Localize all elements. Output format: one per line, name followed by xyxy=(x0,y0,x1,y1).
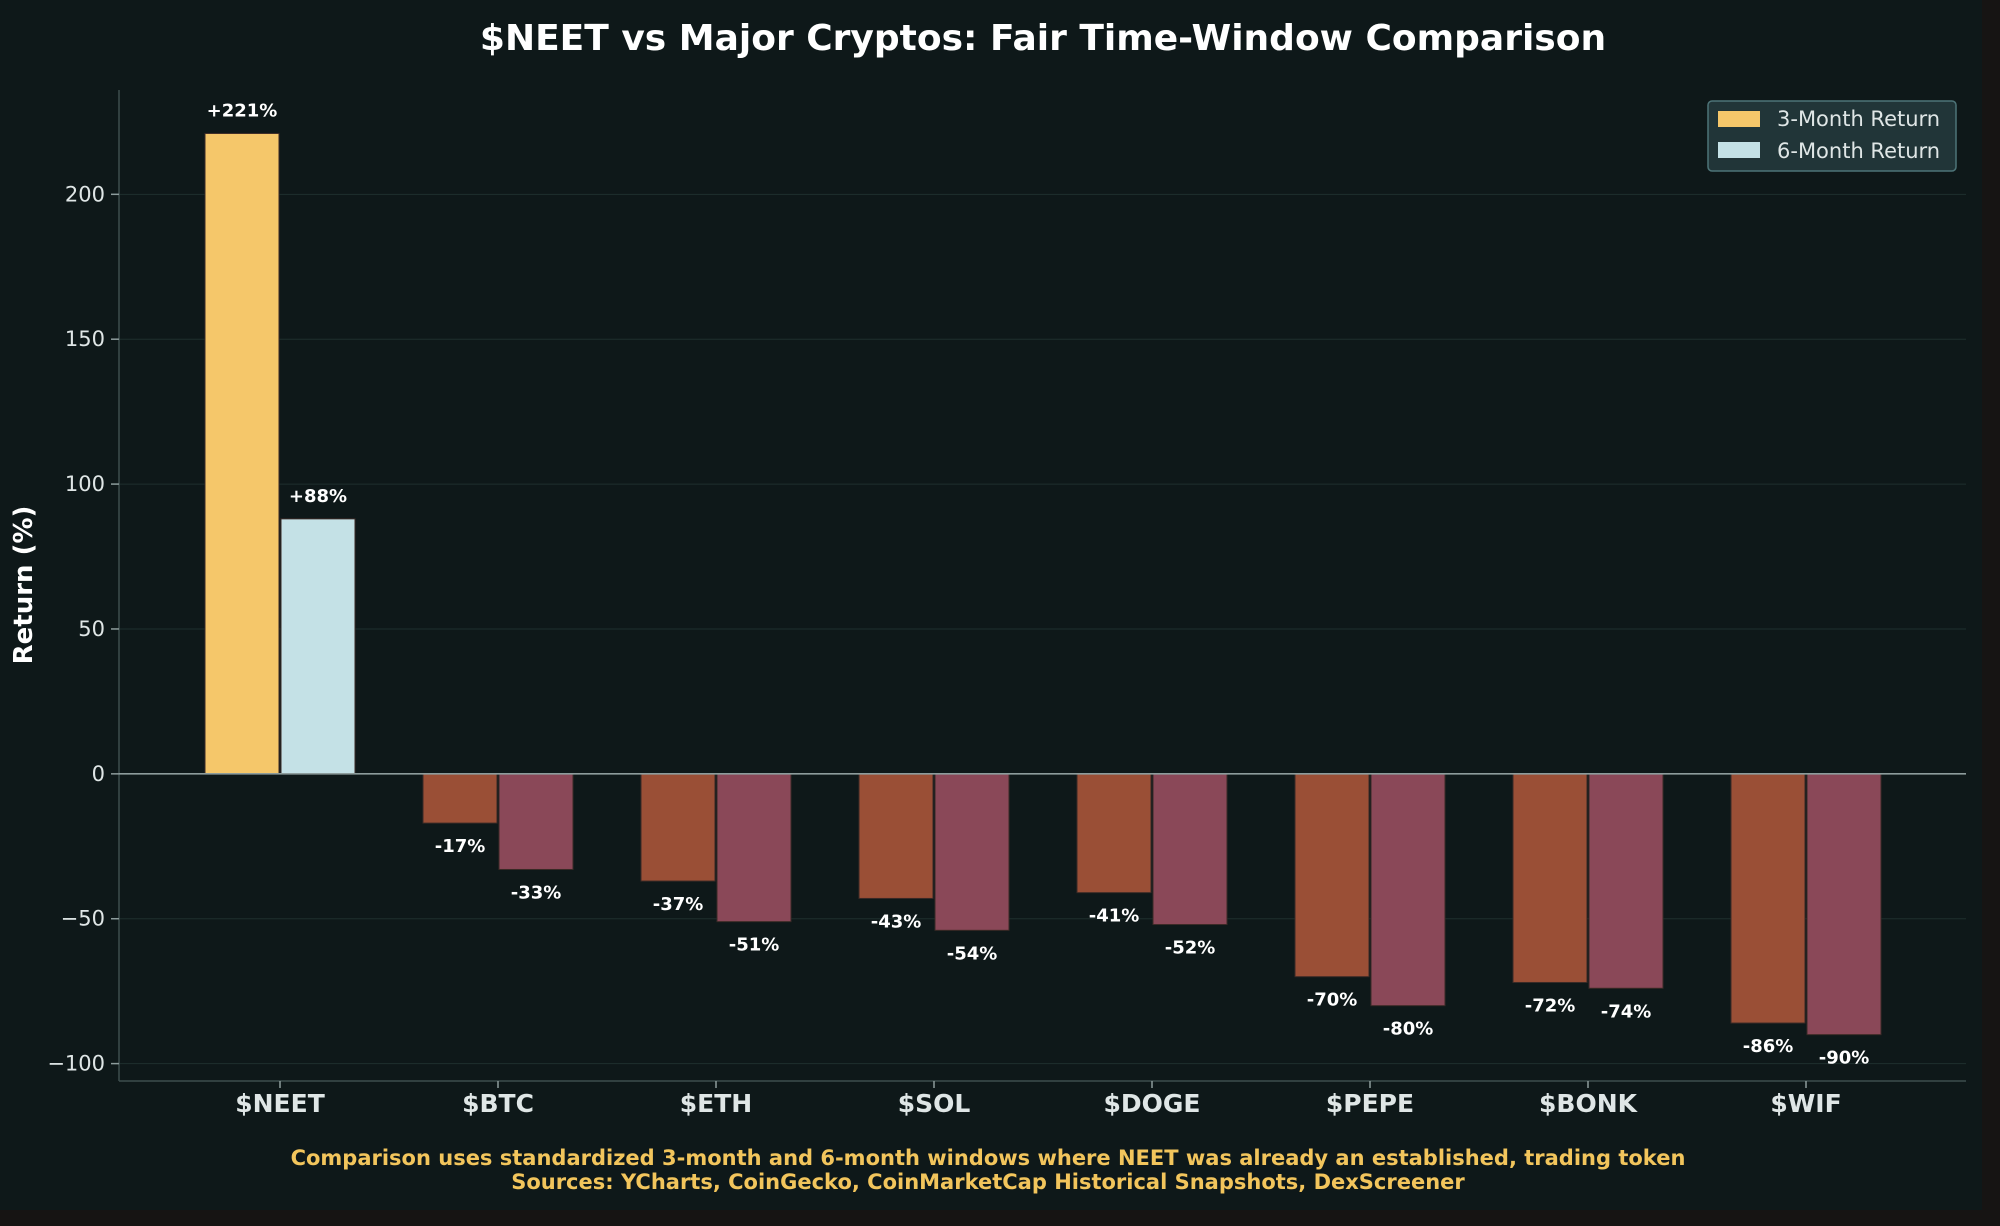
bar-6m-neet xyxy=(280,518,356,775)
bar-6m-doge xyxy=(1152,773,1228,926)
legend-label-6-month: 6-Month Return xyxy=(1777,139,1940,163)
y-tick-label: 150 xyxy=(65,327,105,351)
bar-3m-eth xyxy=(640,773,716,882)
axes xyxy=(118,90,1966,1082)
bar-6m-btc xyxy=(498,773,574,870)
x-tick-label: $ETH xyxy=(680,1089,752,1118)
bar-3m-pepe xyxy=(1294,773,1370,978)
bar-3m-wif xyxy=(1730,773,1806,1024)
x-tick-label: $BTC xyxy=(462,1089,534,1118)
data-label: -74% xyxy=(1601,1001,1652,1022)
y-tick-label: 0 xyxy=(92,762,105,786)
data-label: -51% xyxy=(729,935,780,956)
y-axis-ticks: −100 −50 0 50 100 150 200 xyxy=(47,182,119,1076)
legend-label-3-month: 3-Month Return xyxy=(1777,107,1940,131)
bar-6m-sol xyxy=(934,773,1010,931)
y-tick-label: −50 xyxy=(61,907,105,931)
data-label: -41% xyxy=(1089,906,1140,927)
legend: 3-Month Return 6-Month Return xyxy=(1707,100,1957,172)
x-tick-label: $NEET xyxy=(235,1089,325,1118)
y-tick-label: 100 xyxy=(65,472,105,496)
data-label: +88% xyxy=(289,486,347,507)
y-tick-label: 50 xyxy=(78,617,105,641)
x-axis-ticks: $NEET $BTC $ETH $SOL $DOGE $PEPE $BONK $WIF xyxy=(235,1081,1842,1118)
data-label: -33% xyxy=(511,882,562,903)
y-axis-label: Return (%) xyxy=(9,506,39,665)
bars xyxy=(204,132,1882,1036)
legend-swatch-3-month xyxy=(1718,111,1760,127)
legend-box xyxy=(1707,100,1957,172)
bar-3m-btc xyxy=(422,773,498,824)
x-tick-label: $WIF xyxy=(1770,1089,1841,1118)
bar-6m-bonk xyxy=(1588,773,1664,989)
footnote-methodology: Comparison uses standardized 3-month and… xyxy=(291,1146,1686,1170)
x-tick-label: $PEPE xyxy=(1326,1089,1414,1118)
bar-3m-bonk xyxy=(1512,773,1588,983)
bar-6m-pepe xyxy=(1370,773,1446,1007)
y-tick-label: 200 xyxy=(65,182,105,206)
data-label: -86% xyxy=(1743,1036,1794,1057)
bar-3m-neet xyxy=(204,132,280,775)
data-labels: +221% +88% -17% -33% -37% -51% -43% -54% -41% -52… xyxy=(207,100,1870,1068)
footnote-sources: Sources: YCharts, CoinGecko, CoinMarketC… xyxy=(511,1170,1465,1194)
data-label: -54% xyxy=(947,943,998,964)
data-label: +221% xyxy=(207,100,278,121)
legend-swatch-6-month xyxy=(1718,142,1760,158)
chart-title: $NEET vs Major Cryptos: Fair Time-Window… xyxy=(480,18,1606,59)
bar-6m-wif xyxy=(1806,773,1882,1036)
grid-lines xyxy=(119,193,1966,1065)
data-label: -72% xyxy=(1525,995,1576,1016)
data-label: -52% xyxy=(1165,938,1216,959)
data-label: -17% xyxy=(435,836,486,857)
y-tick-label: −100 xyxy=(47,1052,105,1076)
bar-6m-eth xyxy=(716,773,792,923)
data-label: -37% xyxy=(653,894,704,915)
bar-3m-sol xyxy=(858,773,934,899)
x-tick-label: $SOL xyxy=(898,1089,971,1118)
x-tick-label: $DOGE xyxy=(1104,1089,1201,1118)
x-tick-label: $BONK xyxy=(1539,1089,1639,1118)
data-label: -70% xyxy=(1307,990,1358,1011)
bar-3m-doge xyxy=(1076,773,1152,894)
data-label: -43% xyxy=(871,911,922,932)
data-label: -80% xyxy=(1383,1019,1434,1040)
data-label: -90% xyxy=(1819,1048,1870,1069)
